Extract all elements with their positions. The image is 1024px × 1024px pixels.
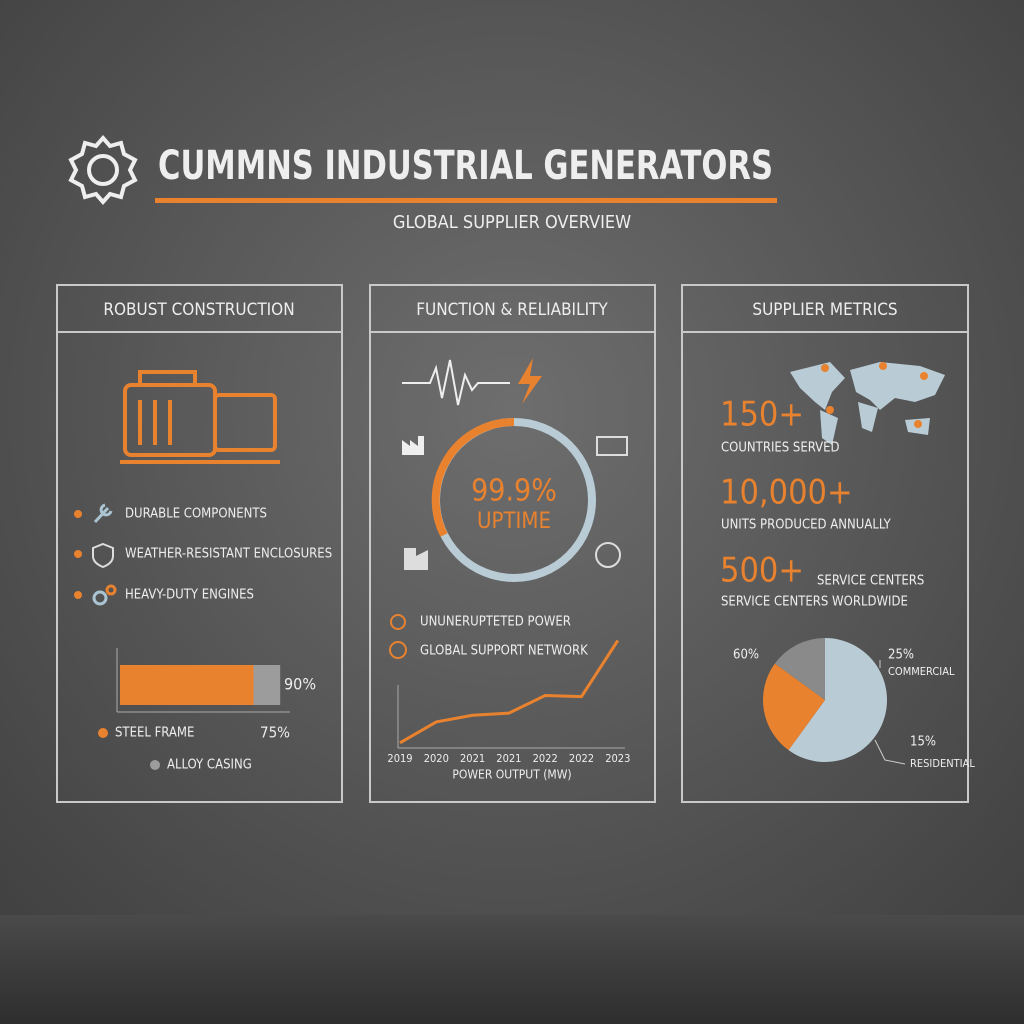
pie-slice bbox=[774, 638, 825, 700]
pie-chart: 60% 25% COMMERCIAL 15% RESIDENTIAL bbox=[733, 638, 975, 770]
legend-label: STEEL FRAME bbox=[115, 726, 194, 741]
leader-line bbox=[874, 739, 906, 765]
value-label: 75% bbox=[260, 724, 290, 742]
x-tick-label: 2021 bbox=[460, 752, 485, 765]
bolt-icon bbox=[518, 358, 542, 404]
wrench-icon bbox=[93, 503, 113, 524]
gear-icon bbox=[68, 134, 138, 206]
panel-frame bbox=[56, 284, 343, 803]
world-map-icon bbox=[790, 362, 945, 445]
panels-icon bbox=[596, 436, 628, 456]
feature: DURABLE COMPONENTS bbox=[125, 507, 267, 522]
legend-label: ALLOY CASING bbox=[167, 758, 252, 773]
stat-value: 10,000+ bbox=[720, 473, 853, 513]
globe-icon bbox=[595, 542, 621, 568]
legend-marker bbox=[150, 760, 160, 770]
x-tick-label: 2023 bbox=[605, 752, 630, 765]
panel-title: FUNCTION & RELIABILITY bbox=[416, 300, 608, 320]
bar-chart: 90% 75% STEEL FRAME ALLOY CASING bbox=[98, 665, 316, 773]
x-tick-label: 2022 bbox=[569, 752, 594, 765]
bullet bbox=[74, 591, 82, 599]
stat-value: 500+ bbox=[720, 551, 804, 591]
line-chart: 2019 2020 2021 2021 2022 2022 2023 POWER OUTPUT… bbox=[387, 639, 630, 782]
category-label: COMMERCIAL bbox=[888, 665, 955, 678]
generator-icon bbox=[120, 370, 280, 464]
gauge-ring bbox=[431, 417, 515, 537]
stat-value: 150+ bbox=[720, 395, 804, 435]
x-tick-label: 2022 bbox=[533, 752, 558, 765]
clock-icon bbox=[389, 641, 407, 659]
pie-slice bbox=[788, 638, 887, 763]
feature: GLOBAL SUPPORT NETWORK bbox=[420, 644, 588, 659]
stat-label: UNITS PRODUCED ANNUALLY bbox=[721, 518, 892, 533]
x-tick-label: 2021 bbox=[496, 752, 521, 765]
factory-icon bbox=[402, 436, 424, 455]
pie-slice bbox=[763, 663, 825, 751]
panel-frame bbox=[681, 284, 969, 803]
bullet bbox=[74, 550, 82, 558]
floor bbox=[0, 915, 1024, 1024]
feature: UNUNERUPTETED POWER bbox=[420, 615, 571, 630]
gears-icon bbox=[92, 590, 108, 606]
gauge-value: 99.9% bbox=[471, 474, 557, 509]
gears-icon bbox=[105, 584, 117, 596]
bar bbox=[120, 665, 254, 705]
plug-icon bbox=[390, 614, 406, 630]
panel-title: SUPPLIER METRICS bbox=[752, 300, 897, 320]
value-label: 15% bbox=[910, 735, 936, 750]
stat-label: SERVICE CENTERS bbox=[817, 574, 924, 589]
value-label: 60% bbox=[733, 648, 759, 663]
plant-icon bbox=[404, 548, 428, 570]
panel-frame bbox=[369, 284, 656, 803]
pulse-icon bbox=[402, 359, 510, 406]
line bbox=[399, 639, 620, 745]
stat-label: COUNTRIES SERVED bbox=[721, 441, 840, 456]
title-underline bbox=[155, 198, 777, 203]
shield-icon bbox=[92, 542, 114, 569]
panel-title: ROBUST CONSTRUCTION bbox=[103, 300, 294, 320]
stat-note: SERVICE CENTERS WORLDWIDE bbox=[721, 595, 908, 610]
gauge-label: UPTIME bbox=[477, 509, 551, 534]
x-tick-label: 2020 bbox=[424, 752, 449, 765]
value-label: 25% bbox=[888, 648, 914, 663]
feature: WEATHER-RESISTANT ENCLOSURES bbox=[125, 547, 332, 562]
x-tick-label: 2019 bbox=[387, 752, 412, 765]
subtitle: GLOBAL SUPPLIER OVERVIEW bbox=[393, 212, 631, 233]
x-axis-label: POWER OUTPUT (MW) bbox=[452, 768, 571, 782]
title: CUMMNS INDUSTRIAL GENERATORS bbox=[158, 143, 773, 189]
value-label: 90% bbox=[284, 675, 316, 694]
feature: HEAVY-DUTY ENGINES bbox=[125, 588, 254, 603]
category-label: RESIDENTIAL bbox=[910, 757, 975, 770]
legend-marker bbox=[98, 728, 108, 738]
bullet bbox=[74, 510, 82, 518]
